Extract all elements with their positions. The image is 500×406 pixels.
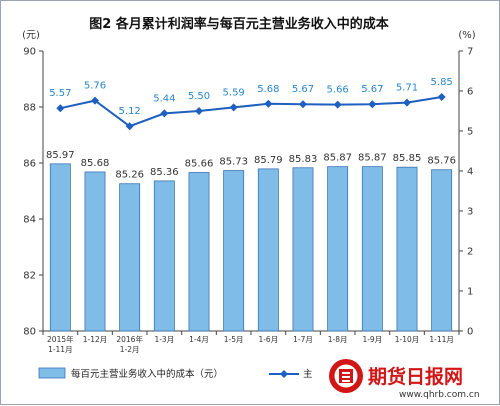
right-tick-label: 5 [467,127,473,138]
cost-bar [327,166,349,332]
left-tick-label: 84 [23,215,36,226]
cost-bar-value: 85.73 [219,157,248,168]
margin-value: 5.67 [361,84,383,95]
legend-line-marker [280,370,288,378]
cost-bar-value: 85.68 [81,158,110,169]
left-tick-label: 90 [23,47,36,58]
margin-point [333,100,342,109]
newspaper-logo-icon [329,359,363,393]
margin-value: 5.59 [223,87,245,98]
watermark-url: www.qhrb.com.cn [399,390,480,400]
category-label: 1-3月 [154,335,174,344]
watermark: 期货日报网 www.qhrb.com.cn [319,353,499,403]
category-label: 1-6月 [258,335,278,344]
margin-value: 5.76 [84,81,106,92]
category-label: 2015年 [47,334,74,344]
cost-bar-value: 85.85 [393,153,422,164]
margin-value: 5.12 [119,106,141,117]
cost-bar-value: 85.97 [46,150,75,161]
margin-value: 5.68 [257,84,279,95]
cost-bar [49,163,71,332]
category-label: 1-11月 [48,345,73,354]
cost-bar-value: 85.79 [254,155,283,166]
cost-bar [361,166,383,332]
category-label: 1-12月 [83,335,108,344]
margin-point [91,96,99,105]
right-tick-label: 3 [467,207,473,218]
left-tick-label: 86 [23,159,36,170]
cost-bar [188,172,210,332]
cost-bar-value: 85.76 [427,156,456,167]
cost-bar [292,167,314,332]
legend-bar-label: 每百元主营业务收入中的成本（元） [71,368,223,380]
right-tick-label: 1 [467,287,473,298]
right-tick-label: 4 [467,167,473,178]
margin-point [368,100,377,109]
category-label: 2016年 [116,334,143,344]
margin-value: 5.66 [327,85,349,96]
category-label: 1-2月 [120,345,140,354]
watermark-brand: 期货日报网 [368,365,463,388]
axes: 80 82 84 86 88 90 0 1 2 3 4 5 6 7 [23,47,473,338]
margin-value: 5.44 [153,93,175,104]
category-label: 1-5月 [224,335,244,344]
margin-value: 5.50 [188,91,210,102]
margin-line [60,96,442,128]
margin-point [437,93,446,101]
legend-bar-swatch [38,367,66,379]
cost-bar-value: 85.26 [115,170,144,181]
margin-point [229,103,238,112]
right-tick-label: 0 [467,327,473,338]
margin-point [403,98,411,107]
cost-bar [257,168,279,332]
category-label: 1-7月 [293,335,313,344]
cost-bar [223,170,245,332]
cost-bar [153,180,175,332]
category-label: 1-4月 [189,335,209,344]
category-label: 1-8月 [328,335,348,344]
cost-bar [119,183,141,332]
cost-bar-value: 85.36 [150,167,179,178]
cost-bar-value: 85.87 [323,153,352,164]
cost-bar-value: 85.87 [358,153,387,164]
category-label: 1-10月 [395,335,420,344]
cost-bar-value: 85.83 [289,154,318,165]
line-series: 5.57 5.76 5.12 5.44 5.50 5.59 5.68 5.67 5.66 5.67… [49,77,453,131]
margin-point [125,122,134,131]
cost-bar [84,171,106,332]
left-axis-unit: (元) [22,30,40,41]
left-tick-label: 80 [23,327,36,338]
left-tick-label: 82 [23,271,36,282]
category-label: 1-11月 [429,335,454,344]
margin-point [264,99,273,108]
cost-bar [431,169,453,332]
legend: 每百元主营业务收入中的成本（元） 主 利 % [38,367,420,380]
margin-value: 5.85 [431,77,453,88]
margin-value: 5.67 [292,84,314,95]
right-tick-label: 6 [467,87,473,98]
margin-point [56,104,65,113]
legend-line-label-left: 主 [303,368,313,380]
margin-value: 5.57 [49,88,71,99]
margin-value: 5.71 [396,83,418,94]
bar-series: 85.97 85.68 85.26 85.36 85.66 85.73 85.79 85.83… [46,150,456,332]
right-axis-unit: (%) [458,30,475,41]
left-tick-label: 88 [23,103,36,114]
cost-bar-value: 85.66 [185,159,214,170]
margin-point [195,107,203,115]
right-tick-label: 2 [467,247,473,258]
margin-point [160,109,169,118]
margin-point [299,100,307,109]
chart-title: 图2 各月累计利润率与每百元主营业务收入中的成本 [89,16,389,32]
cost-bar [396,166,418,332]
right-tick-label: 7 [467,47,473,58]
category-label: 1-9月 [362,335,382,344]
